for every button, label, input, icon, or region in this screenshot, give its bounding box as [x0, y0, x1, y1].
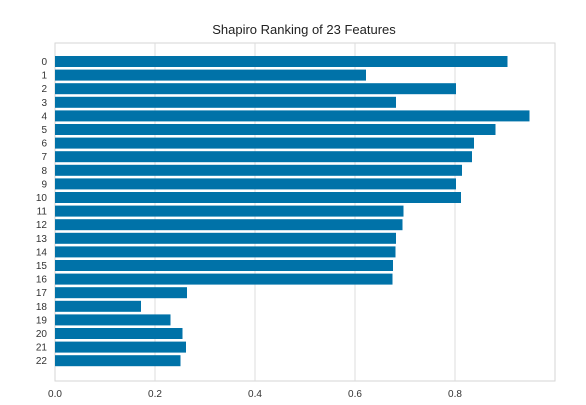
y-tick-label: 7 — [41, 152, 47, 163]
y-tick-label: 11 — [37, 207, 48, 218]
x-tick-label: 0.8 — [448, 389, 462, 400]
y-tick-label: 8 — [41, 166, 47, 177]
x-tick-label: 0.2 — [148, 389, 162, 400]
bar-20 — [55, 328, 183, 339]
chart-title: Shapiro Ranking of 23 Features — [212, 22, 396, 37]
y-tick-label: 21 — [36, 343, 48, 354]
y-tick-label: 4 — [41, 111, 47, 122]
y-tick-label: 22 — [36, 356, 48, 367]
x-tick-label: 0.6 — [348, 389, 362, 400]
bar-9 — [55, 178, 456, 190]
bar-4 — [55, 110, 530, 122]
y-tick-label: 12 — [36, 220, 48, 231]
y-tick-label: 5 — [41, 125, 47, 136]
bar-3 — [55, 96, 396, 108]
bar-2 — [55, 83, 456, 95]
bar-6 — [55, 137, 474, 149]
x-tick-label: 0.0 — [48, 389, 62, 400]
y-tick-label: 19 — [36, 315, 48, 326]
bar-16 — [55, 273, 393, 285]
y-tick-label: 10 — [36, 193, 48, 204]
y-tick-label: 15 — [36, 261, 48, 272]
y-tick-label: 14 — [36, 247, 48, 258]
bar-21 — [55, 341, 186, 353]
bar-19 — [55, 314, 171, 326]
bar-13 — [55, 232, 396, 244]
y-tick-label: 17 — [36, 288, 48, 299]
bar-0 — [55, 56, 508, 67]
bar-10 — [55, 192, 461, 203]
bar-18 — [55, 300, 141, 312]
y-tick-label: 0 — [41, 57, 47, 68]
bar-7 — [55, 151, 472, 163]
bar-1 — [55, 69, 366, 81]
y-tick-label: 2 — [41, 84, 47, 95]
y-tick-label: 1 — [41, 71, 47, 82]
y-tick-label: 16 — [36, 275, 48, 286]
bar-12 — [55, 219, 403, 231]
y-tick-label: 9 — [41, 179, 47, 190]
bar-15 — [55, 260, 393, 271]
bar-8 — [55, 164, 462, 176]
y-tick-label: 18 — [36, 302, 48, 313]
bar-5 — [55, 124, 496, 135]
bar-14 — [55, 246, 396, 258]
bar-22 — [55, 355, 181, 367]
bar-17 — [55, 287, 187, 299]
y-tick-label: 13 — [36, 234, 48, 245]
y-tick-label: 20 — [36, 329, 48, 340]
y-tick-label: 3 — [41, 98, 47, 109]
x-tick-label: 0.4 — [248, 389, 262, 400]
y-tick-label: 6 — [41, 139, 47, 150]
bar-11 — [55, 205, 404, 217]
